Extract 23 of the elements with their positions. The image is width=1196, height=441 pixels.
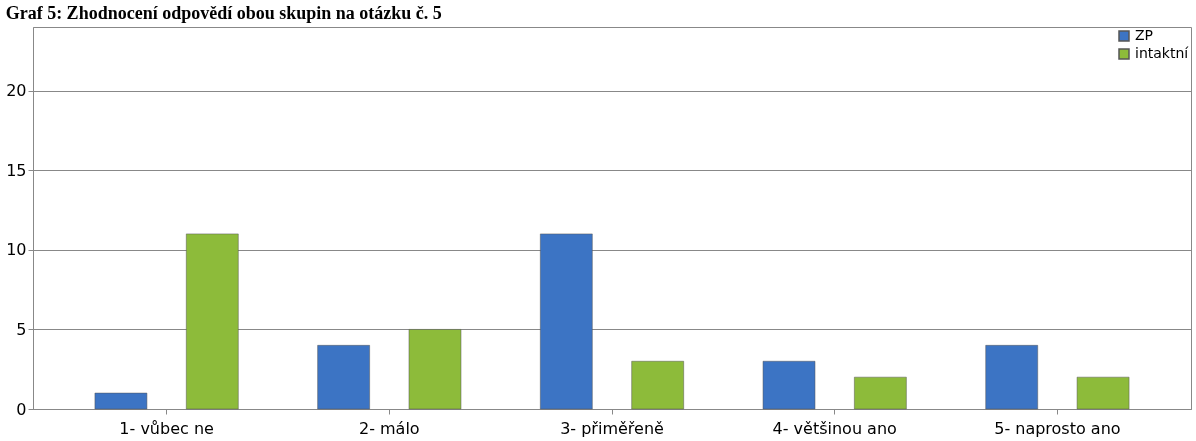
y-tick-label: 20	[6, 81, 27, 101]
bar	[1076, 376, 1130, 410]
legend-label: ZP	[1135, 27, 1154, 43]
y-tick-label: 15	[6, 160, 27, 180]
x-tick-label: 1- vůbec ne	[119, 418, 214, 438]
bar	[985, 345, 1038, 410]
x-tick-label: 5- naprosto ano	[994, 418, 1121, 438]
bar	[94, 392, 148, 410]
bar	[631, 361, 684, 410]
y-tick-label: 10	[6, 240, 27, 260]
bar	[317, 345, 370, 410]
legend-label: intaktní	[1135, 45, 1190, 61]
y-tick-label: 0	[16, 399, 27, 419]
y-tick-label: 5	[16, 319, 27, 339]
x-tick-label: 2- málo	[358, 418, 420, 438]
bar	[854, 376, 907, 410]
bar	[540, 233, 593, 410]
x-tick-label: 3- přiměřeně	[560, 418, 664, 438]
bar	[186, 233, 239, 410]
chart-title: Graf 5: Zhodnocení odpovědí obou skupin na otázku č. 5	[5, 3, 442, 23]
bar	[408, 329, 462, 410]
bar	[762, 361, 816, 410]
x-tick-label: 4- většinou ano	[772, 418, 897, 438]
